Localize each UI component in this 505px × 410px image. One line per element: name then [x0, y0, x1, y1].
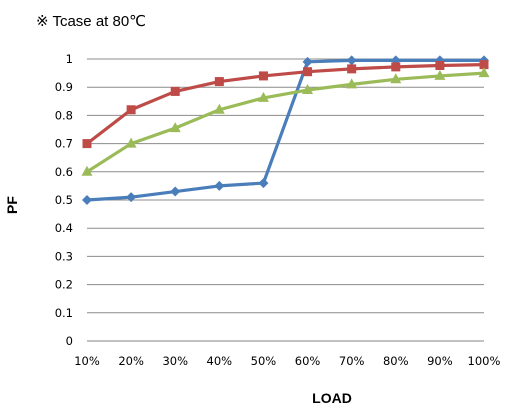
data-point	[169, 122, 181, 133]
data-point	[82, 195, 92, 205]
series-line-3	[86, 71, 485, 174]
data-point	[346, 55, 357, 66]
tcase-note: ※ Tcase at 80℃	[36, 13, 146, 30]
data-point	[81, 165, 93, 176]
y-tick-label: 0.6	[55, 165, 73, 179]
y-tick-label: 0.4	[55, 221, 73, 235]
data-point	[302, 56, 313, 67]
x-tick-label: 10%	[74, 354, 100, 368]
series-group	[81, 55, 490, 205]
data-point	[170, 186, 181, 197]
data-point	[434, 69, 446, 80]
data-point	[258, 71, 268, 81]
y-tick-label: 0.7	[55, 137, 73, 151]
data-point	[347, 64, 357, 74]
gridlines	[87, 58, 484, 342]
series-line-1	[86, 58, 484, 202]
x-tick-label: 30%	[162, 354, 188, 368]
data-point	[346, 78, 358, 89]
data-point	[258, 178, 269, 189]
y-tick-label: 0.3	[55, 249, 73, 263]
x-axis-title: LOAD	[312, 390, 352, 406]
data-point	[126, 192, 137, 203]
data-point	[214, 180, 225, 191]
x-tick-label: 100%	[468, 354, 501, 368]
data-point	[82, 139, 92, 149]
data-point	[170, 86, 180, 96]
x-tick-label: 90%	[427, 354, 453, 368]
x-tick-label: 20%	[118, 354, 144, 368]
y-tick-label: 1	[66, 52, 73, 66]
y-tick-label: 0.2	[55, 278, 73, 292]
data-point	[214, 77, 224, 87]
x-tick-label: 50%	[251, 354, 277, 368]
data-point	[303, 67, 313, 77]
y-tick-label: 0.5	[55, 193, 73, 207]
data-point	[213, 103, 225, 114]
data-point	[478, 67, 490, 78]
data-point	[126, 105, 136, 115]
y-axis-title: PF	[4, 196, 20, 214]
data-point	[391, 62, 401, 72]
data-point	[435, 60, 445, 70]
y-tick-labels: 0 0.1 0.2 0.3 0.4 0.5 0.6 0.7 0.8 0.9 1	[55, 52, 73, 348]
data-point	[125, 137, 137, 148]
y-tick-label: 0.9	[55, 80, 73, 94]
y-tick-label: 0.1	[55, 306, 73, 320]
data-point	[390, 73, 402, 84]
data-point	[390, 55, 401, 66]
data-point	[257, 91, 269, 102]
data-point	[302, 84, 314, 95]
x-tick-labels: 10% 20% 30% 40% 50% 60% 70% 80% 90% 100%	[74, 354, 500, 368]
data-point	[434, 55, 445, 66]
y-tick-label: 0	[66, 334, 73, 348]
x-tick-label: 40%	[207, 354, 233, 368]
data-point	[479, 60, 489, 70]
x-tick-label: 80%	[383, 354, 409, 368]
x-tick-label: 70%	[339, 354, 365, 368]
y-tick-label: 0.8	[55, 108, 73, 122]
x-tick-label: 60%	[295, 354, 321, 368]
series-line-2	[86, 63, 485, 145]
